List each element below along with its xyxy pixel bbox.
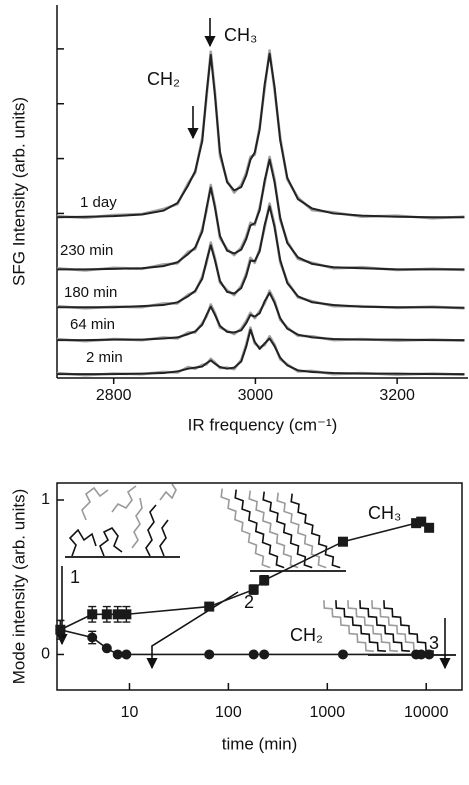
fit-trace (57, 291, 465, 342)
fit-trace (56, 52, 465, 219)
series-label: CH₂ (290, 625, 323, 645)
chain (111, 485, 137, 513)
data-trace (56, 49, 465, 220)
circle-marker (337, 649, 348, 660)
circle-marker (259, 649, 270, 660)
square-marker (248, 584, 259, 595)
plot-frame (56, 482, 463, 691)
square-marker (112, 609, 123, 620)
chain (248, 490, 299, 569)
chain (131, 497, 143, 549)
x-tick-label: 10 (121, 704, 139, 721)
stage-label: 2 (244, 592, 254, 612)
circle-marker (424, 649, 435, 660)
x-tick-label: 3000 (238, 387, 274, 404)
trace-label: 64 min (70, 316, 115, 333)
chain (323, 600, 374, 652)
data-trace (56, 289, 465, 343)
chain (359, 600, 410, 652)
chain (159, 519, 169, 557)
circle-marker (87, 632, 98, 643)
fit-trace (57, 158, 465, 271)
x-axis-label: IR frequency (cm⁻¹) (188, 415, 338, 434)
series-label: CH₃ (368, 503, 401, 523)
y-tick-label: 0 (41, 646, 50, 663)
peak-label: CH₃ (224, 25, 257, 45)
square-marker (337, 536, 348, 547)
x-tick-label: 3200 (379, 387, 415, 404)
square-marker (87, 609, 98, 620)
chain (159, 483, 177, 501)
square-marker (259, 575, 270, 586)
chain (335, 600, 386, 652)
cartoon-disordered (65, 483, 180, 558)
circle-marker (101, 643, 112, 654)
chain (371, 600, 422, 652)
circle-marker (112, 649, 123, 660)
trace-label: 180 min (64, 284, 117, 301)
x-axis-label: time (min) (222, 734, 298, 753)
fit-trace (57, 205, 465, 309)
square-marker (121, 609, 132, 620)
trace-label: 1 day (80, 194, 117, 211)
x-tick-label: 10000 (404, 704, 449, 721)
chain (290, 493, 341, 569)
x-tick-label: 1000 (310, 704, 346, 721)
chain (262, 491, 313, 569)
chain (145, 504, 157, 557)
peak-label: CH₂ (147, 69, 180, 89)
stage-arrow (146, 591, 239, 670)
chain (234, 489, 285, 569)
y-axis-label: Mode intensity (arb. units) (9, 489, 28, 685)
circle-marker (248, 649, 259, 660)
chain (276, 492, 327, 569)
square-marker (424, 522, 435, 533)
trace-label: 2 min (86, 349, 123, 366)
circle-marker (204, 649, 215, 660)
stage-label: 1 (70, 567, 80, 587)
trace-label: 230 min (60, 242, 113, 259)
circle-marker (55, 624, 66, 635)
circle-marker (416, 649, 427, 660)
chain (99, 526, 123, 557)
x-tick-label: 100 (215, 704, 242, 721)
cartoon-tilted (220, 488, 346, 572)
chain (68, 528, 97, 557)
square-marker (416, 516, 427, 527)
y-axis-label: SFG Intensity (arb. units) (9, 97, 28, 286)
y-tick-label: 1 (41, 491, 50, 508)
data-trace (56, 202, 465, 310)
square-marker (101, 609, 112, 620)
circle-marker (121, 649, 132, 660)
chain (347, 600, 398, 652)
square-marker (411, 518, 422, 529)
square-marker (204, 601, 215, 612)
stage-label: 3 (429, 633, 439, 653)
chain (220, 488, 271, 569)
x-tick-label: 2800 (96, 387, 132, 404)
fit-trace (57, 328, 465, 376)
chain (383, 600, 434, 652)
chain (81, 486, 109, 521)
